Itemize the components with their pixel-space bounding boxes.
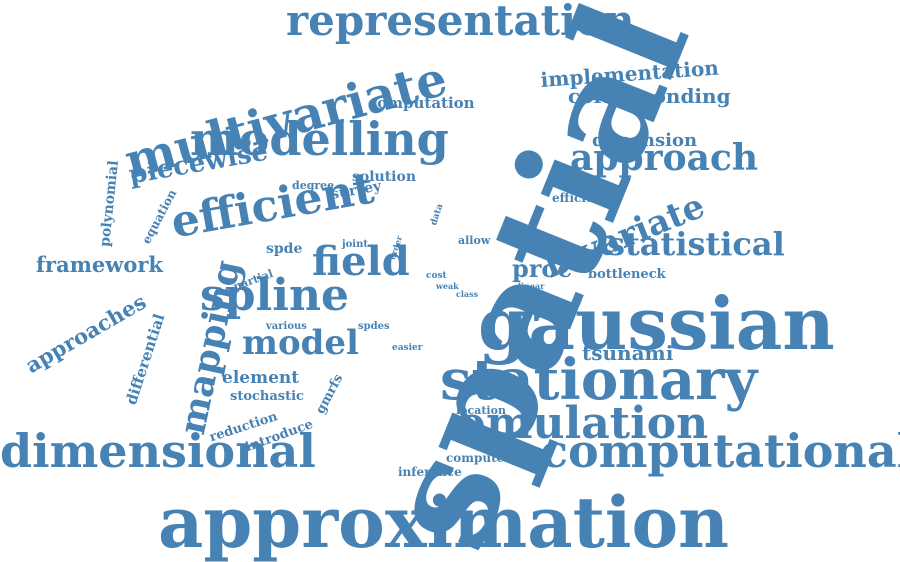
word-tsunami: tsunami — [582, 341, 674, 365]
word-various: various — [266, 321, 307, 332]
word-stationary: stationary — [440, 347, 758, 413]
word-stochastic: stochastic — [230, 389, 304, 404]
word-modelling: modelling — [190, 112, 449, 166]
word-inference: inference — [398, 465, 462, 479]
word-allow: allow — [458, 234, 491, 247]
word-dimension: dimension — [592, 130, 698, 151]
word-weak: weak — [436, 281, 459, 291]
word-field: field — [312, 238, 410, 285]
word-approximation: approximation — [158, 481, 730, 562]
word-statistical: statistical — [607, 225, 785, 263]
word-framework: framework — [36, 252, 163, 277]
word-proc: proc — [512, 254, 573, 283]
word-location: location — [456, 404, 506, 417]
word-polynomial: polynomial — [97, 159, 122, 248]
word-emulation: emulation — [458, 398, 709, 449]
word-corresponding: corresponding — [568, 84, 731, 108]
word-gmrfs: gmrfs — [313, 371, 347, 417]
word-spline: spline — [200, 270, 349, 321]
word-computation: computation — [368, 94, 475, 112]
word-class: class — [456, 289, 479, 299]
word-bottleneck: bottleneck — [588, 267, 666, 282]
word-representation: representation — [286, 0, 635, 45]
word-solution: solution — [352, 169, 417, 185]
word-spdes: spdes — [358, 321, 390, 332]
word-spde: spde — [266, 241, 303, 257]
word-model: model — [242, 323, 359, 363]
word-dimensional: dimensional — [0, 424, 316, 478]
word-efficiency: efficiency — [552, 191, 617, 205]
word-approaches: approaches — [21, 288, 151, 378]
word-joint: joint — [342, 239, 368, 250]
word-cost: cost — [426, 271, 447, 281]
word-gaussian: gaussian — [478, 281, 835, 366]
word-easier: easier — [392, 343, 423, 353]
word-data: data — [429, 202, 446, 227]
word-approach: approach — [570, 137, 759, 179]
word-degree: degree — [292, 179, 335, 192]
word-element: element — [222, 368, 300, 388]
word-linear: linear — [518, 281, 545, 291]
word-differential: differential — [122, 311, 169, 407]
word-computer: computer — [446, 451, 511, 465]
word-computational: computational — [540, 424, 900, 478]
